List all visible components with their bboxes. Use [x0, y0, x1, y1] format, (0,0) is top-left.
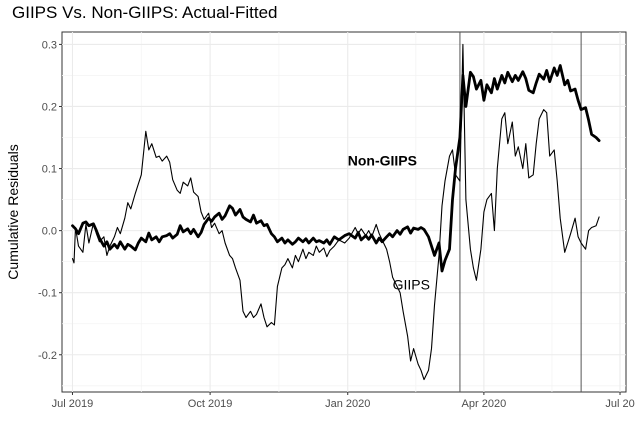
x-tick-label: Jan 2020 — [325, 398, 370, 410]
x-axis: Jul 2019 Oct 2019 Jan 2020 Apr 2020 Jul 20 — [52, 392, 635, 410]
plot-panel — [61, 31, 627, 393]
y-axis: -0.2 -0.1 0.0 0.1 0.2 0.3 — [38, 39, 62, 362]
x-tick-label: Jul 2019 — [52, 398, 94, 410]
y-tick-label: 0.3 — [42, 39, 57, 51]
x-tick-label: Oct 2019 — [188, 398, 233, 410]
x-tick-label: Apr 2020 — [462, 398, 507, 410]
y-axis-title: Cumulative Residuals — [5, 144, 21, 279]
annotations: Non-GIIPS GIIPS — [348, 152, 430, 292]
annotation-label: Non-GIIPS — [348, 152, 417, 168]
event-vlines — [459, 32, 582, 392]
y-tick-label: 0.1 — [42, 164, 57, 176]
series-line-giips — [71, 43, 600, 381]
chart-title: GIIPS Vs. Non-GIIPS: Actual-Fitted — [12, 3, 278, 22]
y-tick-label: -0.1 — [38, 288, 57, 300]
y-tick-label: 0.0 — [42, 226, 57, 238]
series-lines — [71, 43, 601, 381]
grid-minor — [62, 32, 626, 392]
series-line-non-giips — [71, 64, 601, 273]
grid-major — [62, 32, 626, 392]
y-tick-label: -0.2 — [38, 350, 57, 362]
x-tick-label: Jul 20 — [605, 398, 634, 410]
y-tick-label: 0.2 — [42, 101, 57, 113]
annotation-label: GIIPS — [393, 277, 430, 293]
